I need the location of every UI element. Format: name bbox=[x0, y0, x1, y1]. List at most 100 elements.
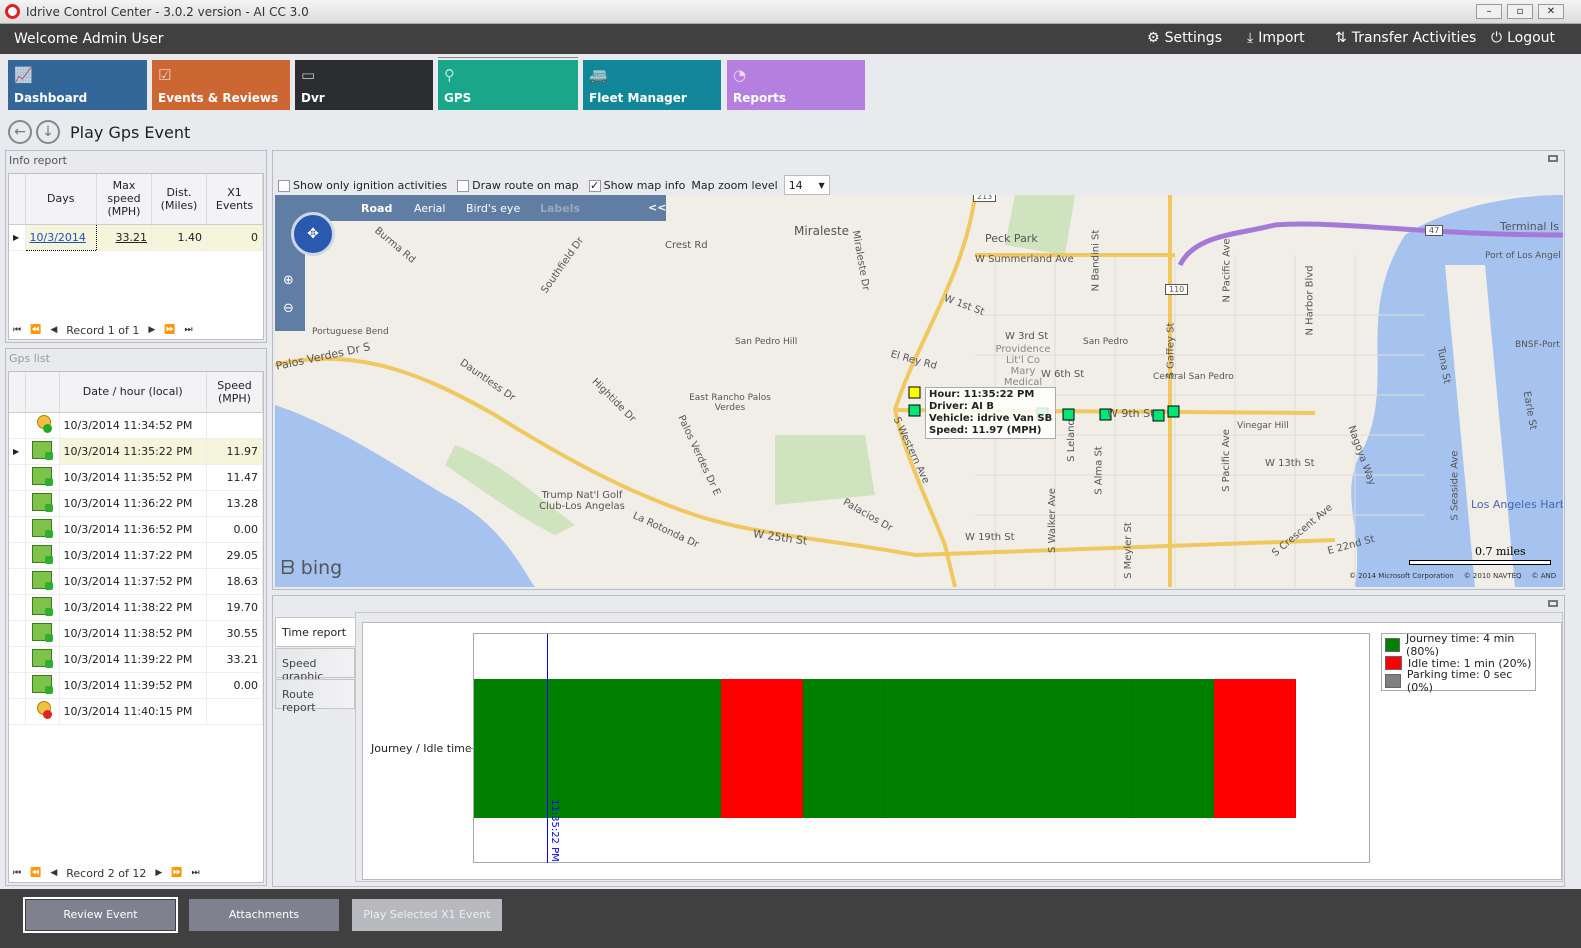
collapse-panel-icon[interactable] bbox=[1548, 600, 1558, 607]
first-record-button[interactable]: ⏮ bbox=[13, 868, 22, 878]
zoom-in-icon[interactable]: ⊕ bbox=[283, 273, 294, 288]
col-date-hour[interactable]: Date / hour (local) bbox=[59, 372, 207, 413]
map-label: W 13th St bbox=[1265, 458, 1315, 469]
first-record-button[interactable]: ⏮ bbox=[13, 325, 22, 335]
collapse-panel-icon[interactable] bbox=[1548, 155, 1558, 162]
map-label: Vinegar Hill bbox=[1237, 421, 1289, 431]
map-mode-road[interactable]: Road bbox=[361, 202, 393, 215]
ignition-checkbox[interactable]: Show only ignition activities bbox=[278, 179, 447, 192]
row-icon-cell bbox=[25, 542, 60, 569]
play-selected-x1-event-button[interactable]: Play Selected X1 Event bbox=[352, 899, 502, 931]
info-report-grid: Days Max speed (MPH) Dist. (Miles) X1 Ev… bbox=[8, 173, 264, 340]
tile-events-reviews[interactable]: ☑ Events & Reviews bbox=[152, 60, 290, 110]
map-label: W Summerland Ave bbox=[975, 254, 1074, 265]
maximize-button[interactable]: ▫ bbox=[1507, 4, 1533, 19]
prev-record-button[interactable]: ◀ bbox=[50, 325, 58, 335]
table-row[interactable]: 10/3/2014 11:34:52 PM bbox=[9, 412, 263, 439]
last-record-button[interactable]: ⏭ bbox=[184, 325, 193, 335]
table-row[interactable]: 10/3/2014 11:36:22 PM 13.28 bbox=[9, 490, 263, 517]
app-logo-icon bbox=[5, 4, 20, 19]
row-indicator bbox=[9, 568, 26, 595]
map-mode-aerial[interactable]: Aerial bbox=[414, 202, 446, 215]
row-indicator bbox=[9, 594, 26, 621]
page-header: ← ↓ Play Gps Event bbox=[8, 120, 190, 144]
review-event-button[interactable]: Review Event bbox=[23, 897, 178, 933]
transfer-activities-button[interactable]: ⇅ Transfer Activities bbox=[1335, 30, 1477, 46]
map-label: Los Angeles Harb bbox=[1471, 498, 1563, 511]
back-button[interactable]: ← bbox=[8, 120, 32, 144]
map-pan-control[interactable]: ✥ bbox=[291, 212, 335, 256]
col-speed[interactable]: Speed (MPH) bbox=[206, 372, 263, 413]
map-label: S Meyler St bbox=[1122, 522, 1134, 579]
logout-button[interactable]: ⏻ Logout bbox=[1491, 30, 1556, 46]
tab-time-report[interactable]: Time report bbox=[275, 617, 355, 647]
map-mode-labels[interactable]: Labels bbox=[540, 202, 581, 215]
close-button[interactable]: ✕ bbox=[1538, 4, 1564, 19]
row-icon-cell bbox=[25, 516, 60, 543]
transfer-icon: ⇅ bbox=[1335, 30, 1347, 46]
day-link[interactable]: 10/3/2014 bbox=[29, 230, 86, 244]
download-icon: ⤓ bbox=[1247, 30, 1254, 46]
table-row[interactable]: 10/3/2014 11:39:52 PM 0.00 bbox=[9, 672, 263, 699]
table-row[interactable]: 10/3/2014 11:38:22 PM 19.70 bbox=[9, 594, 263, 621]
time-cursor-line[interactable] bbox=[547, 634, 548, 863]
legend-parking: Parking time: 0 sec (0%) bbox=[1385, 668, 1532, 694]
row-indicator: ▶ bbox=[9, 438, 26, 465]
table-row[interactable]: 10/3/2014 11:37:22 PM 29.05 bbox=[9, 542, 263, 569]
tile-dvr[interactable]: ▭ Dvr bbox=[295, 60, 433, 110]
zoom-level-select[interactable]: 14 ▼ bbox=[783, 175, 830, 195]
bar-segment-journey bbox=[638, 679, 722, 818]
table-row[interactable]: 10/3/2014 11:37:52 PM 18.63 bbox=[9, 568, 263, 595]
next-record-button[interactable]: ▶ bbox=[155, 868, 163, 878]
next-page-button[interactable]: ⏩ bbox=[171, 868, 183, 878]
table-row[interactable]: ▶ 10/3/2014 11:35:22 PM 11.97 bbox=[9, 438, 263, 465]
table-row[interactable]: 10/3/2014 11:35:52 PM 11.47 bbox=[9, 464, 263, 491]
ignition-on-key-icon bbox=[32, 414, 52, 433]
tab-route-report[interactable]: Route report bbox=[275, 679, 355, 714]
bar-segment-journey bbox=[474, 679, 557, 818]
cell-time: 10/3/2014 11:35:22 PM bbox=[59, 438, 207, 465]
tile-gps[interactable]: ⚲ GPS bbox=[438, 60, 578, 110]
table-row[interactable]: ▶ 10/3/2014 33.21 1.40 0 bbox=[9, 223, 263, 251]
gps-point-icon bbox=[32, 518, 53, 538]
table-row[interactable]: 10/3/2014 11:39:22 PM 33.21 bbox=[9, 646, 263, 673]
gps-point-icon bbox=[32, 622, 53, 642]
map-view[interactable]: Miraleste Peck Park W Summerland Ave Cre… bbox=[275, 195, 1563, 587]
cell-speed: 19.70 bbox=[206, 594, 263, 621]
map-label: Terminal Is bbox=[1500, 220, 1559, 233]
record-navigator: ⏮ ⏪ ◀ Record 2 of 12 ▶ ⏩ ⏭ bbox=[9, 864, 263, 882]
next-record-button[interactable]: ▶ bbox=[148, 325, 156, 335]
col-dist[interactable]: Dist. (Miles) bbox=[151, 174, 207, 225]
col-x1-events[interactable]: X1 Events bbox=[206, 174, 263, 225]
cell-time: 10/3/2014 11:37:52 PM bbox=[59, 568, 207, 595]
map-mode-collapse[interactable]: << bbox=[648, 201, 667, 214]
prev-page-button[interactable]: ⏪ bbox=[30, 868, 42, 878]
prev-page-button[interactable]: ⏪ bbox=[30, 325, 42, 335]
tile-reports[interactable]: ◔ Reports bbox=[727, 60, 865, 110]
col-max-speed[interactable]: Max speed (MPH) bbox=[96, 174, 152, 225]
cell-x1: 0 bbox=[206, 224, 263, 251]
table-row[interactable]: 10/3/2014 11:40:15 PM bbox=[9, 698, 263, 725]
map-mode-birds-eye[interactable]: Bird's eye bbox=[466, 202, 521, 215]
minimize-button[interactable]: – bbox=[1476, 4, 1502, 19]
settings-button[interactable]: ⚙ Settings bbox=[1147, 30, 1222, 46]
tile-fleet-manager[interactable]: 🚐 Fleet Manager bbox=[583, 60, 721, 110]
map-label: S Walker Ave bbox=[1046, 488, 1058, 553]
zoom-out-icon[interactable]: ⊖ bbox=[283, 301, 294, 316]
map-label: Miraleste bbox=[794, 224, 850, 238]
last-record-button[interactable]: ⏭ bbox=[191, 868, 200, 878]
table-row[interactable]: 10/3/2014 11:38:52 PM 30.55 bbox=[9, 620, 263, 647]
show-map-info-checkbox[interactable]: ✓ Show map info bbox=[588, 178, 686, 192]
draw-route-checkbox[interactable]: Draw route on map bbox=[457, 179, 579, 192]
map-label: Port of Los Angel bbox=[1485, 251, 1561, 261]
gps-list-title: Gps list bbox=[9, 352, 50, 365]
down-button[interactable]: ↓ bbox=[36, 120, 60, 144]
import-button[interactable]: ⤓ Import bbox=[1247, 30, 1305, 46]
tab-speed-graphic[interactable]: Speed graphic bbox=[275, 648, 355, 683]
next-page-button[interactable]: ⏩ bbox=[164, 325, 176, 335]
table-row[interactable]: 10/3/2014 11:36:52 PM 0.00 bbox=[9, 516, 263, 543]
col-days[interactable]: Days bbox=[25, 174, 97, 225]
tile-dashboard[interactable]: 📈 Dashboard bbox=[8, 60, 147, 110]
prev-record-button[interactable]: ◀ bbox=[50, 868, 58, 878]
attachments-button[interactable]: Attachments bbox=[189, 899, 339, 931]
